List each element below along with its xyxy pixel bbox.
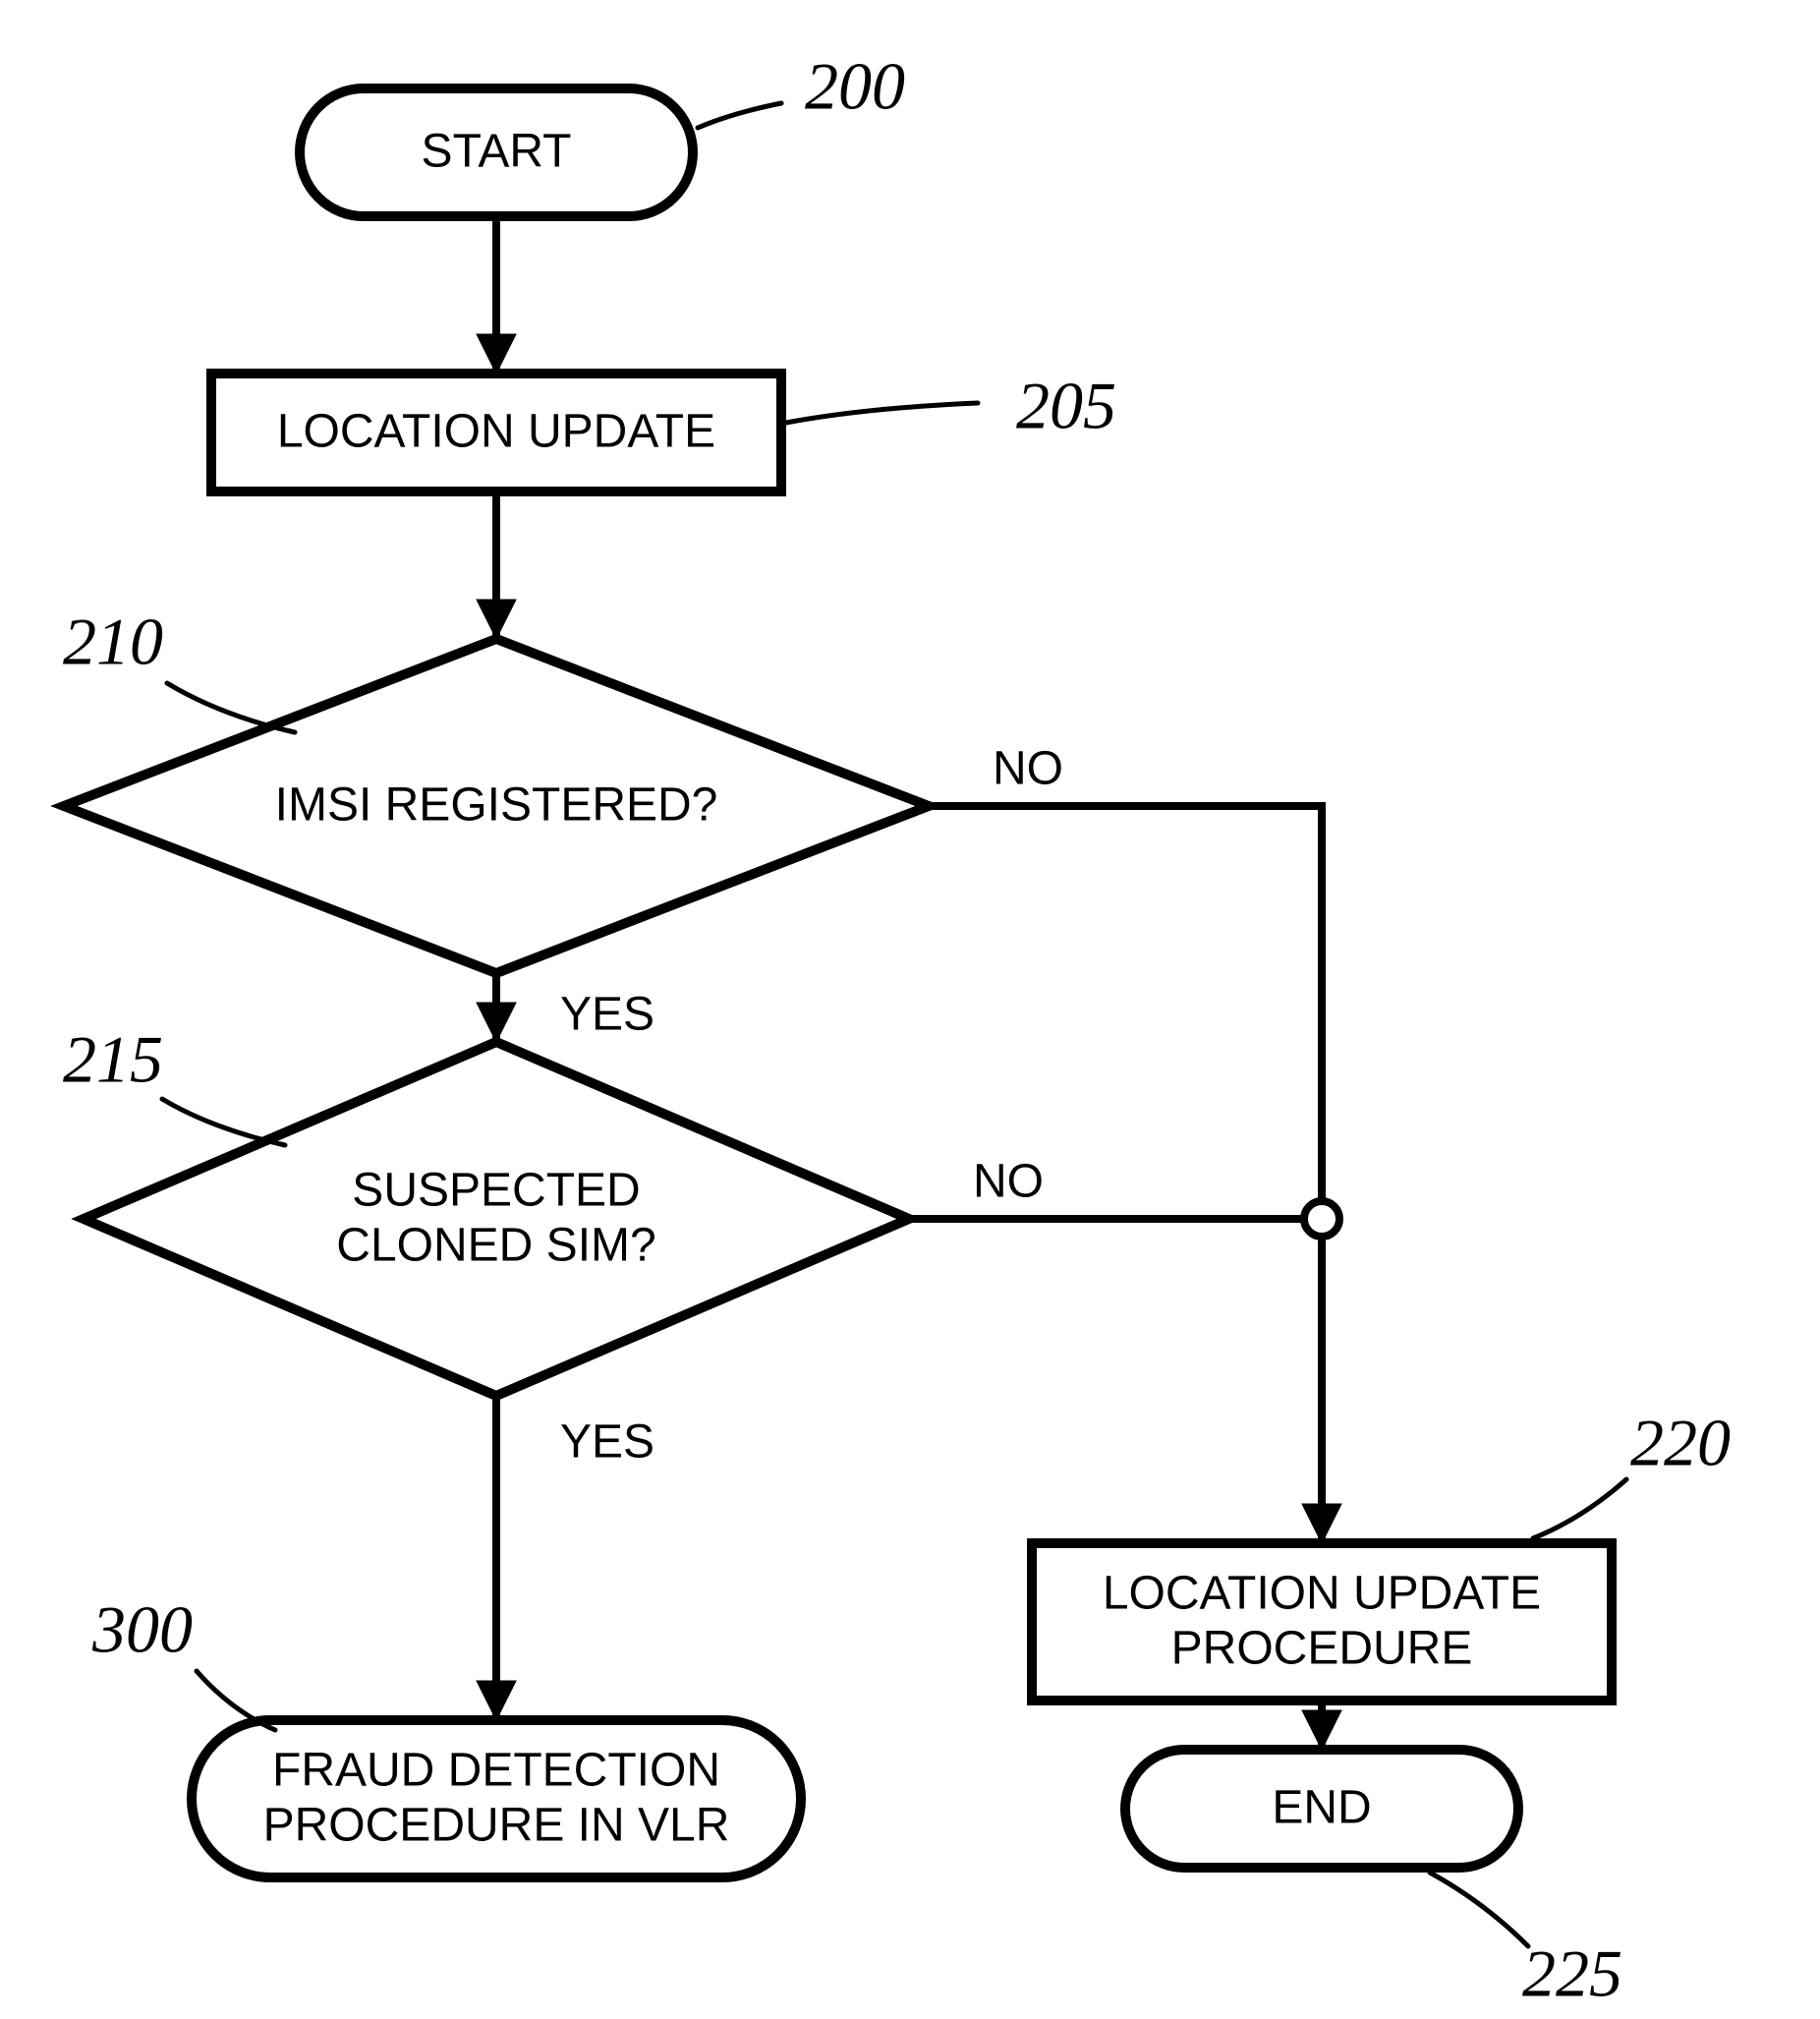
node-merge xyxy=(1304,1201,1339,1237)
ref-210: 210 xyxy=(63,605,163,679)
label-start: START xyxy=(422,126,572,178)
arrowhead xyxy=(1302,1710,1341,1750)
edge-label-clone_down: YES xyxy=(560,1416,654,1469)
ref-leader-205 xyxy=(786,403,978,423)
ref-leader-215 xyxy=(162,1099,285,1145)
ref-215: 215 xyxy=(63,1022,163,1097)
edge-imsi_no xyxy=(929,806,1322,1201)
ref-220: 220 xyxy=(1630,1406,1731,1480)
ref-leader-200 xyxy=(698,103,781,128)
arrowhead xyxy=(477,1003,516,1042)
label-clone: SUSPECTED xyxy=(352,1165,640,1217)
arrowhead xyxy=(477,334,516,374)
ref-leader-220 xyxy=(1533,1479,1626,1538)
ref-200: 200 xyxy=(805,49,905,124)
arrowhead xyxy=(477,1681,516,1720)
ref-205: 205 xyxy=(1016,369,1116,443)
ref-300: 300 xyxy=(91,1592,193,1667)
label-end: END xyxy=(1272,1782,1371,1834)
label-imsi: IMSI REGISTERED? xyxy=(275,779,718,832)
label-fraud: PROCEDURE IN VLR xyxy=(263,1800,730,1852)
ref-225: 225 xyxy=(1522,1936,1622,2011)
label-locproc: PROCEDURE xyxy=(1171,1623,1473,1675)
label-locupd: LOCATION UPDATE xyxy=(277,406,715,458)
edge-label-imsi_no: NO xyxy=(993,743,1063,795)
edge-label-imsi_down: YES xyxy=(560,989,654,1041)
arrowhead xyxy=(1302,1504,1341,1543)
label-clone: CLONED SIM? xyxy=(336,1220,655,1272)
arrowhead xyxy=(477,600,516,639)
ref-leader-225 xyxy=(1430,1873,1528,1946)
edge-label-clone_no: NO xyxy=(973,1156,1044,1208)
label-locproc: LOCATION UPDATE xyxy=(1103,1568,1541,1620)
label-fraud: FRAUD DETECTION xyxy=(272,1745,720,1797)
